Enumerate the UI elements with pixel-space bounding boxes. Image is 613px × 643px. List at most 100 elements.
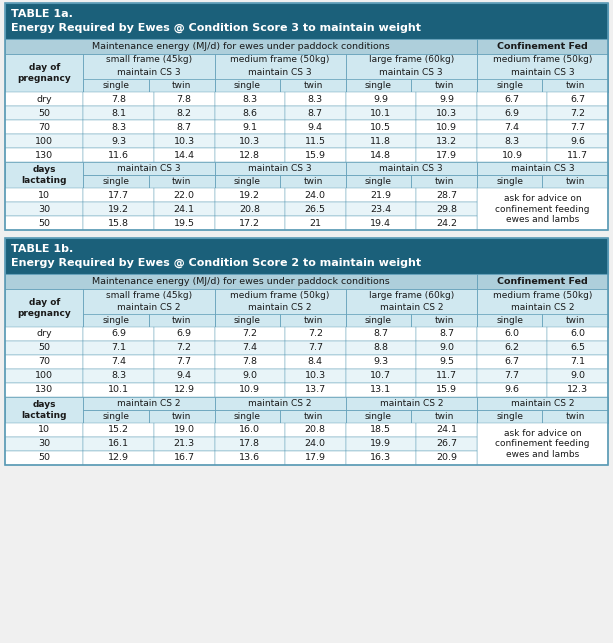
Bar	[154, 216, 215, 230]
Bar	[416, 451, 477, 465]
Bar	[547, 120, 608, 134]
Text: 6.5: 6.5	[570, 343, 585, 352]
Text: 17.9: 17.9	[305, 453, 326, 462]
Bar	[285, 383, 346, 397]
Text: maintain CS 3: maintain CS 3	[117, 68, 181, 77]
Text: 8.7: 8.7	[373, 329, 389, 338]
Text: twin: twin	[172, 81, 191, 90]
Bar	[285, 341, 346, 355]
Bar	[411, 79, 477, 92]
Text: 10.1: 10.1	[370, 109, 391, 118]
Bar	[477, 355, 547, 369]
Bar	[5, 383, 83, 397]
Bar	[543, 175, 608, 188]
Bar	[346, 383, 416, 397]
Text: 8.3: 8.3	[308, 95, 323, 104]
Bar	[346, 120, 416, 134]
Bar	[215, 134, 285, 148]
Text: 7.4: 7.4	[111, 358, 126, 367]
Text: 10.9: 10.9	[436, 123, 457, 132]
Bar	[154, 355, 215, 369]
Bar	[280, 410, 346, 423]
Bar	[543, 410, 608, 423]
Text: single: single	[234, 81, 261, 90]
Text: TABLE 1a.: TABLE 1a.	[11, 9, 73, 19]
Text: single: single	[234, 316, 261, 325]
Text: 22.0: 22.0	[173, 190, 195, 199]
Text: 8.8: 8.8	[373, 343, 389, 352]
Bar	[285, 327, 346, 341]
Bar	[5, 3, 608, 230]
Bar	[416, 92, 477, 106]
Text: 8.3: 8.3	[111, 123, 126, 132]
Text: 10.9: 10.9	[501, 150, 522, 159]
Text: 13.7: 13.7	[305, 386, 326, 395]
Text: 10.1: 10.1	[108, 386, 129, 395]
Bar	[547, 355, 608, 369]
Bar	[215, 451, 285, 465]
Bar	[215, 423, 285, 437]
Text: 8.2: 8.2	[177, 109, 192, 118]
Text: twin: twin	[172, 177, 191, 186]
Bar	[83, 202, 154, 216]
Text: single: single	[365, 81, 392, 90]
Text: 50: 50	[38, 219, 50, 228]
Text: 16.1: 16.1	[108, 440, 129, 449]
Text: maintain CS 2: maintain CS 2	[117, 399, 181, 408]
Bar	[83, 106, 154, 120]
Bar	[5, 437, 83, 451]
Bar	[83, 92, 154, 106]
Bar	[346, 451, 416, 465]
Bar	[477, 39, 608, 54]
Text: twin: twin	[303, 412, 322, 421]
Text: 7.8: 7.8	[177, 95, 192, 104]
Text: 17.8: 17.8	[239, 440, 260, 449]
Text: 23.4: 23.4	[370, 204, 392, 213]
Bar	[83, 383, 154, 397]
Bar	[149, 314, 215, 327]
Bar	[83, 327, 154, 341]
Bar	[285, 120, 346, 134]
Bar	[83, 148, 154, 162]
Text: 8.3: 8.3	[504, 136, 520, 145]
Bar	[285, 202, 346, 216]
Bar	[547, 106, 608, 120]
Text: maintain CS 2: maintain CS 2	[248, 303, 312, 312]
Text: 6.9: 6.9	[111, 329, 126, 338]
Bar	[346, 397, 477, 410]
Bar	[5, 289, 83, 327]
Text: 7.8: 7.8	[242, 358, 257, 367]
Text: 70: 70	[38, 123, 50, 132]
Text: dry: dry	[36, 329, 52, 338]
Bar	[215, 162, 346, 175]
Bar	[215, 289, 346, 327]
Text: 24.1: 24.1	[173, 204, 195, 213]
Text: 18.5: 18.5	[370, 426, 391, 435]
Text: 26.5: 26.5	[305, 204, 326, 213]
Text: 19.2: 19.2	[108, 204, 129, 213]
Text: 50: 50	[38, 453, 50, 462]
Text: 12.9: 12.9	[108, 453, 129, 462]
Text: twin: twin	[566, 412, 585, 421]
Bar	[477, 175, 543, 188]
Text: Energy Required by Ewes @ Condition Score 2 to maintain weight: Energy Required by Ewes @ Condition Scor…	[11, 258, 421, 268]
Bar	[5, 188, 83, 202]
Text: medium frame (50kg): medium frame (50kg)	[493, 55, 592, 64]
Text: days
lactating: days lactating	[21, 401, 67, 420]
Text: maintain CS 2: maintain CS 2	[248, 399, 312, 408]
Bar	[346, 423, 416, 437]
Text: single: single	[496, 412, 523, 421]
Text: twin: twin	[566, 177, 585, 186]
Text: 10.5: 10.5	[370, 123, 391, 132]
Text: 9.6: 9.6	[504, 386, 519, 395]
Text: 12.8: 12.8	[239, 150, 260, 159]
Bar	[285, 134, 346, 148]
Text: 9.9: 9.9	[439, 95, 454, 104]
Bar	[416, 423, 477, 437]
Text: maintain CS 2: maintain CS 2	[511, 303, 574, 312]
Bar	[154, 451, 215, 465]
Text: 24.0: 24.0	[305, 190, 326, 199]
Text: 30: 30	[38, 204, 50, 213]
Text: single: single	[234, 412, 261, 421]
Bar	[477, 327, 547, 341]
